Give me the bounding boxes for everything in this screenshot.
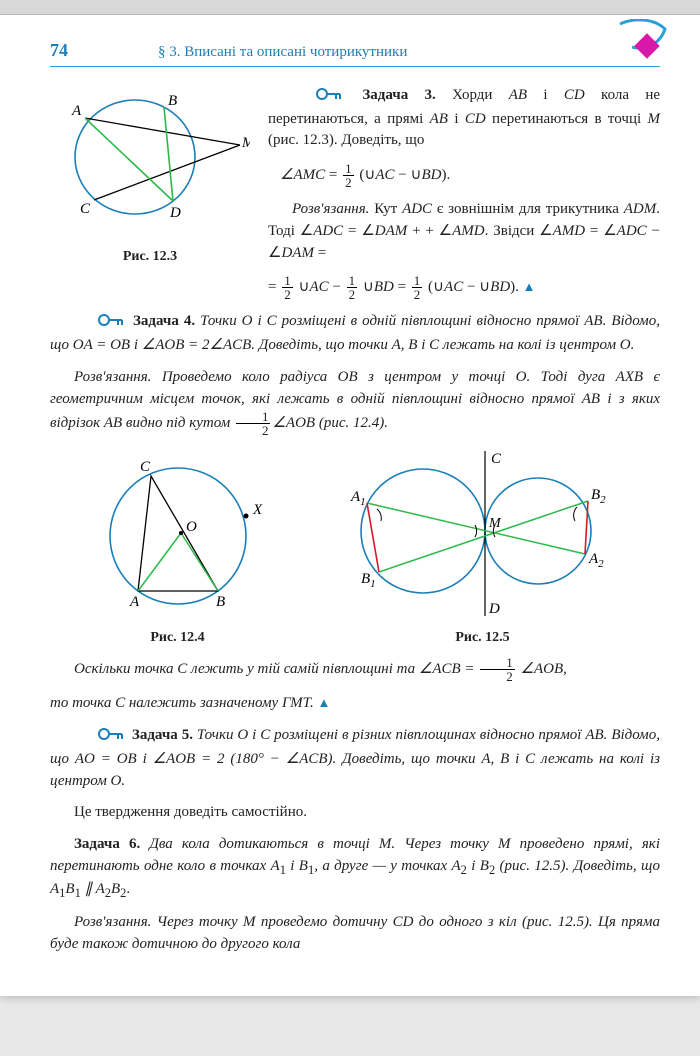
figure-row: A B C O X Рис. 12.4 xyxy=(50,451,660,648)
label-O: O xyxy=(186,519,197,535)
problem-4-solution: Розв'язання. Проведемо коло радіуса OB з… xyxy=(50,367,660,438)
problem-6-text: Задача 6. Два кола дотикаються в точці M… xyxy=(50,834,660,902)
svg-text:A1: A1 xyxy=(350,489,366,508)
problem-5-text: Задача 5. Точки O і C розміщені в різних… xyxy=(50,725,660,792)
problem-5-label: Задача 5. xyxy=(132,727,193,743)
key-icon xyxy=(74,313,124,335)
svg-text:B1: B1 xyxy=(361,571,376,590)
page-header: 74 § 3. Вписані та описані чотирикутники xyxy=(50,37,660,67)
problem-3-formula: ∠AMC = 12 (∪AC − ∪BD). xyxy=(280,162,660,189)
corner-decoration-icon xyxy=(610,19,670,71)
svg-text:B2: B2 xyxy=(591,487,606,506)
label-B: B xyxy=(216,594,225,610)
label-A: A xyxy=(71,103,82,119)
key-icon xyxy=(74,727,124,749)
problem-4-after: Оскільки точка C лежить у тій самій півп… xyxy=(50,656,660,683)
label-B: B xyxy=(168,93,177,109)
section-title: § 3. Вписані та описані чотирикутники xyxy=(158,42,407,64)
label-C: C xyxy=(80,201,91,217)
page-wrapper: 74 § 3. Вписані та описані чотирикутники xyxy=(0,0,700,996)
problem-4-label: Задача 4. xyxy=(133,313,195,329)
svg-text:A2: A2 xyxy=(588,551,604,570)
label-A: A xyxy=(129,594,140,610)
key-icon xyxy=(292,87,342,109)
page-content: 74 § 3. Вписані та описані чотирикутники xyxy=(0,15,700,996)
figure-12-4-caption: Рис. 12.4 xyxy=(78,628,278,648)
content-body: A B C D M Рис. 12.3 Задача 3. Хорди AB і… xyxy=(50,85,660,956)
problem-4-conclusion: то точка C належить зазначеному ГМТ. ▲ xyxy=(50,693,660,715)
figure-12-3-svg: A B C D M xyxy=(50,85,250,235)
problem-5-note: Це твердження доведіть самостійно. xyxy=(50,802,660,824)
problem-6-solution: Розв'язання. Через точку M проведемо дот… xyxy=(50,912,660,956)
figure-12-5: A1 B1 B2 A2 C D M Рис. 12.5 xyxy=(333,451,633,648)
problem-3-label: Задача 3. xyxy=(362,87,435,103)
problem-4-text: Задача 4. Точки O і C розміщені в одній … xyxy=(50,311,660,357)
figure-12-3-caption: Рис. 12.3 xyxy=(50,247,250,267)
figure-12-4-svg: A B C O X xyxy=(78,451,278,616)
problem-6-label: Задача 6. xyxy=(74,836,140,852)
window-topbar xyxy=(0,0,700,15)
label-M: M xyxy=(241,135,250,151)
figure-12-4: A B C O X Рис. 12.4 xyxy=(78,451,278,648)
figure-12-5-caption: Рис. 12.5 xyxy=(333,628,633,648)
label-M: M xyxy=(488,516,502,531)
label-D: D xyxy=(488,601,500,616)
label-C: C xyxy=(491,451,502,467)
label-X: X xyxy=(252,502,263,518)
page-number: 74 xyxy=(50,37,68,63)
label-D: D xyxy=(169,205,181,221)
figure-12-5-svg: A1 B1 B2 A2 C D M xyxy=(333,451,633,616)
label-C: C xyxy=(140,459,151,475)
figure-12-3: A B C D M Рис. 12.3 xyxy=(50,85,250,267)
problem-3-formula-2: = 12 ∪AC − 12 ∪BD = 12 (∪AC − ∪BD). ▲ xyxy=(50,274,660,301)
